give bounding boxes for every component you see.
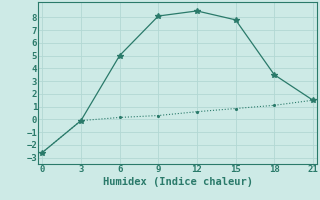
X-axis label: Humidex (Indice chaleur): Humidex (Indice chaleur)	[103, 177, 252, 187]
